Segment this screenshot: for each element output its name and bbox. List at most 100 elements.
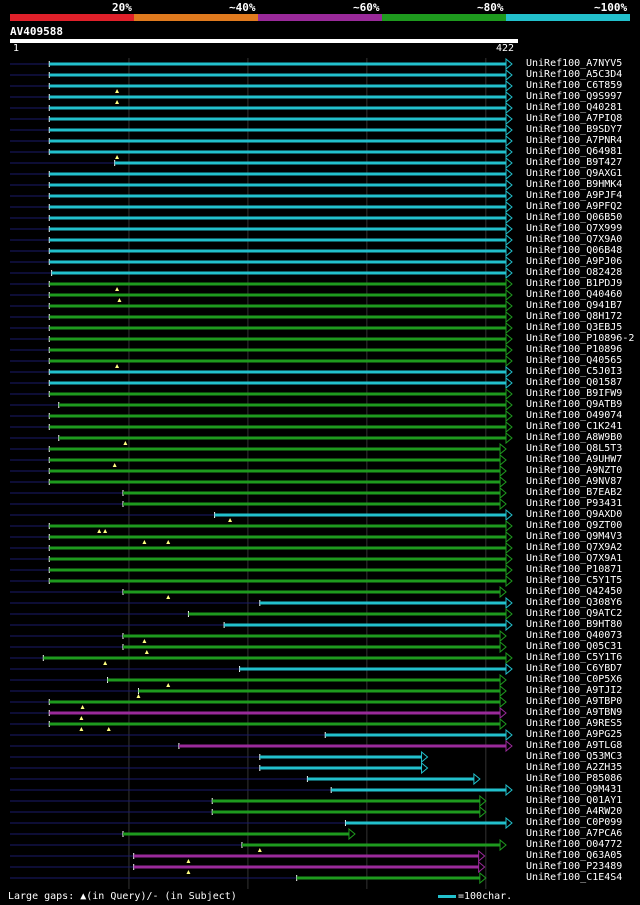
- hit-label[interactable]: UniRef100_Q7X9A1: [526, 553, 623, 564]
- hit-label[interactable]: UniRef100_Q63A05: [526, 850, 623, 861]
- hit-label[interactable]: UniRef100_A9PJ06: [526, 256, 623, 267]
- hit-label[interactable]: UniRef100_Q40565: [526, 355, 623, 366]
- query-gap-marker: [186, 859, 191, 863]
- query-gap-marker: [166, 595, 171, 599]
- hit-label[interactable]: UniRef100_A8W9B0: [526, 432, 623, 443]
- hit-label[interactable]: UniRef100_Q05C31: [526, 641, 623, 652]
- hit-label[interactable]: UniRef100_A9TLG8: [526, 740, 623, 751]
- hit-label[interactable]: UniRef100_Q9M4V3: [526, 531, 623, 542]
- hit-bar: [49, 337, 508, 341]
- hit-label[interactable]: UniRef100_A7NYV5: [526, 58, 623, 69]
- hit-label[interactable]: UniRef100_Q3EBJ5: [526, 322, 623, 333]
- hit-label[interactable]: UniRef100_A4RW20: [526, 806, 623, 817]
- hit-label[interactable]: UniRef100_B9T427: [526, 157, 623, 168]
- hit-label[interactable]: UniRef100_B9HT80: [526, 619, 623, 630]
- hit-label[interactable]: UniRef100_C6T859: [526, 80, 623, 91]
- hit-label[interactable]: UniRef100_A9NV87: [526, 476, 623, 487]
- hit-label[interactable]: UniRef100_Q01AY1: [526, 795, 623, 806]
- hit-label[interactable]: UniRef100_B9SDY7: [526, 124, 623, 135]
- hit-bar: [107, 678, 502, 682]
- hit-arrow-head: [505, 398, 513, 412]
- hit-label[interactable]: UniRef100_P23489: [526, 861, 623, 872]
- hit-label[interactable]: UniRef100_P10871: [526, 564, 623, 575]
- hit-label[interactable]: UniRef100_Q40073: [526, 630, 623, 641]
- hit-label[interactable]: UniRef100_A9RES5: [526, 718, 623, 729]
- hit-label[interactable]: UniRef100_O04772: [526, 839, 623, 850]
- hit-label[interactable]: UniRef100_Q40460: [526, 289, 623, 300]
- hit-label[interactable]: UniRef100_A9TBP0: [526, 696, 623, 707]
- hit-bar: [239, 667, 507, 671]
- hit-label[interactable]: UniRef100_C0P099: [526, 817, 623, 828]
- hit-label[interactable]: UniRef100_P85086: [526, 773, 623, 784]
- hit-label[interactable]: UniRef100_P10896-2: [526, 333, 635, 344]
- hit-label[interactable]: UniRef100_Q06B48: [526, 245, 623, 256]
- hit-label[interactable]: UniRef100_A9NZT0: [526, 465, 623, 476]
- hit-label[interactable]: UniRef100_Q941B7: [526, 300, 623, 311]
- hit-arrow-head: [505, 431, 513, 445]
- hit-label[interactable]: UniRef100_Q40281: [526, 102, 623, 113]
- hit-arrow-head: [421, 761, 429, 775]
- hit-label[interactable]: UniRef100_Q308Y6: [526, 597, 623, 608]
- hit-bar: [49, 260, 508, 264]
- hit-label[interactable]: UniRef100_A9PJF4: [526, 190, 623, 201]
- hit-label[interactable]: UniRef100_A9PFQ2: [526, 201, 623, 212]
- query-gap-marker: [79, 727, 84, 731]
- hit-arrow-head: [505, 79, 513, 93]
- hit-label[interactable]: UniRef100_Q7X999: [526, 223, 623, 234]
- hit-label[interactable]: UniRef100_A9TJI2: [526, 685, 623, 696]
- hit-label[interactable]: UniRef100_Q7X9A0: [526, 234, 623, 245]
- hit-label[interactable]: UniRef100_Q8H172: [526, 311, 623, 322]
- hit-label[interactable]: UniRef100_Q06B50: [526, 212, 623, 223]
- hit-label[interactable]: UniRef100_B9IFW9: [526, 388, 623, 399]
- hit-label[interactable]: UniRef100_Q9ATC2: [526, 608, 623, 619]
- hit-label[interactable]: UniRef100_Q9AXD0: [526, 509, 623, 520]
- hit-label[interactable]: UniRef100_C1E4S4: [526, 872, 623, 883]
- hit-label[interactable]: UniRef100_Q9M431: [526, 784, 623, 795]
- hit-label[interactable]: UniRef100_Q9AXG1: [526, 168, 623, 179]
- hit-label[interactable]: UniRef100_A7PNR4: [526, 135, 623, 146]
- hit-label[interactable]: UniRef100_C5Y1T5: [526, 575, 623, 586]
- hit-label[interactable]: UniRef100_Q9ZT00: [526, 520, 623, 531]
- hit-arrow-head: [505, 332, 513, 346]
- hit-arrow-head: [505, 728, 513, 742]
- hit-label[interactable]: UniRef100_A9UHW7: [526, 454, 623, 465]
- hit-arrow-head: [499, 585, 507, 599]
- hit-label[interactable]: UniRef100_O82428: [526, 267, 623, 278]
- hit-label[interactable]: UniRef100_Q42450: [526, 586, 623, 597]
- hit-label[interactable]: UniRef100_C6YBD7: [526, 663, 623, 674]
- hit-label[interactable]: UniRef100_A2ZH35: [526, 762, 623, 773]
- hit-label[interactable]: UniRef100_Q64981: [526, 146, 623, 157]
- hit-label[interactable]: UniRef100_C5Y1T6: [526, 652, 623, 663]
- hit-label[interactable]: UniRef100_A9TBN9: [526, 707, 623, 718]
- hit-label[interactable]: UniRef100_A5C3D4: [526, 69, 623, 80]
- hit-label[interactable]: UniRef100_C0P5X6: [526, 674, 623, 685]
- hit-label[interactable]: UniRef100_A7PCA6: [526, 828, 623, 839]
- hit-label[interactable]: UniRef100_A9PG25: [526, 729, 623, 740]
- identity-scale-label-20: 20%: [112, 1, 132, 14]
- identity-scale-label-40: ~40%: [229, 1, 256, 14]
- hit-label[interactable]: UniRef100_Q9S997: [526, 91, 623, 102]
- hit-label[interactable]: UniRef100_Q8L5T3: [526, 443, 623, 454]
- hit-label[interactable]: UniRef100_Q53MC3: [526, 751, 623, 762]
- hit-arrow-head: [499, 640, 507, 654]
- hit-label[interactable]: UniRef100_O49074: [526, 410, 623, 421]
- hit-label[interactable]: UniRef100_C1K241: [526, 421, 623, 432]
- hit-label[interactable]: UniRef100_Q7X9A2: [526, 542, 623, 553]
- hit-label[interactable]: UniRef100_A7PIQ8: [526, 113, 623, 124]
- hit-bar: [49, 381, 508, 385]
- hit-label[interactable]: UniRef100_B7EAB2: [526, 487, 623, 498]
- hit-label[interactable]: UniRef100_P93431: [526, 498, 623, 509]
- hit-label[interactable]: UniRef100_Q01587: [526, 377, 623, 388]
- hit-label[interactable]: UniRef100_B1PDJ9: [526, 278, 623, 289]
- hit-arrow-head: [505, 387, 513, 401]
- hit-bar: [49, 326, 508, 330]
- hit-bar: [49, 117, 508, 121]
- hit-bar: [212, 810, 481, 814]
- hit-label[interactable]: UniRef100_C5J0I3: [526, 366, 623, 377]
- hit-bar: [49, 227, 508, 231]
- hit-label[interactable]: UniRef100_B9HMK4: [526, 179, 623, 190]
- identity-scale-bar-60: [258, 14, 382, 21]
- hit-label[interactable]: UniRef100_P10896: [526, 344, 623, 355]
- hit-label[interactable]: UniRef100_Q9ATB9: [526, 399, 623, 410]
- hit-bar: [49, 150, 508, 154]
